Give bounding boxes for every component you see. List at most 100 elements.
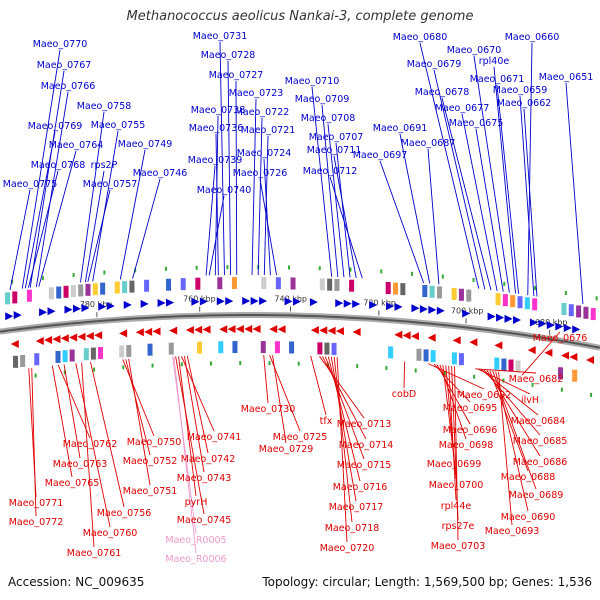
forward-gene-leader (235, 80, 238, 276)
forward-gene-leader (208, 195, 225, 276)
reverse-gene-arrow (77, 332, 86, 341)
forward-gene-arrow (512, 316, 521, 325)
reverse-gene-arrow (452, 336, 461, 345)
forward-gene-arrow (529, 318, 538, 327)
reverse-gene-leader (403, 361, 406, 389)
forward-gene-arrow (250, 297, 259, 306)
forward-gene-leader (29, 70, 65, 288)
reverse-gene-label: Maeo_0714 (339, 440, 394, 451)
reverse-gene-leader (442, 365, 455, 459)
forward-gene-arrow (436, 306, 445, 315)
forward-gene-label: Maeo_0757 (83, 179, 138, 190)
reverse-gene-label: Maeo_0684 (511, 416, 566, 427)
forward-gene-arrow (39, 308, 48, 317)
reverse-gene-label: Maeo_0690 (501, 512, 556, 523)
reverse-gene-label: rpl44e (441, 501, 472, 512)
reverse-gene-arrow (527, 346, 536, 355)
forward-gene-leader (565, 82, 584, 305)
gc-mark (210, 361, 213, 366)
cog-block (327, 278, 333, 291)
forward-gene-leader (257, 117, 263, 276)
forward-gene-leader (527, 42, 533, 296)
cog-block (331, 342, 337, 355)
reverse-gene-arrow (327, 326, 336, 335)
forward-gene-leader (132, 178, 161, 279)
forward-gene-arrow (555, 322, 564, 331)
reverse-gene-label: Maeo_0730 (241, 404, 296, 415)
reverse-gene-leader (128, 358, 151, 486)
forward-gene-leader (333, 155, 357, 279)
reverse-gene-arrow (244, 325, 253, 334)
cog-block (583, 306, 589, 319)
forward-gene-label: Maeo_0671 (470, 74, 525, 85)
forward-gene-leader (493, 66, 516, 294)
reverse-gene-label: Maeo_0699 (427, 459, 482, 470)
reverse-gene-label: Maeo_0756 (97, 508, 152, 519)
forward-gene-arrow (386, 302, 395, 311)
cog-block (85, 283, 91, 296)
forward-gene-label: Maeo_0708 (301, 113, 356, 124)
reverse-gene-label: Maeo_0750 (127, 437, 182, 448)
reverse-gene-arrow (169, 326, 178, 335)
forward-gene-label: Maeo_0766 (41, 81, 96, 92)
reverse-gene-leader (90, 361, 125, 508)
forward-gene-label: Maeo_0722 (235, 107, 290, 118)
reverse-gene-label: Maeo_0720 (320, 543, 375, 554)
forward-gene-arrow (81, 304, 90, 313)
reverse-gene-label: Maeo_0765 (45, 478, 100, 489)
forward-gene-leader (335, 142, 351, 278)
rna-gene-leader (172, 356, 197, 535)
cog-block (12, 291, 18, 304)
cog-block (55, 350, 61, 363)
genome-summary: Topology: circular; Length: 1,569,500 bp… (262, 575, 592, 589)
reverse-gene-arrow (252, 325, 261, 334)
cog-block (319, 278, 325, 291)
forward-gene-label: Maeo_0709 (295, 94, 350, 105)
cog-block (515, 360, 521, 373)
reverse-gene-arrow (410, 332, 419, 341)
features-layer (4, 265, 598, 397)
forward-gene-leader (329, 176, 363, 279)
cog-block (334, 278, 340, 291)
cog-block (218, 341, 224, 354)
reverse-gene-label: Maeo_0682 (509, 374, 564, 385)
reverse-gene-arrow (352, 327, 361, 336)
forward-gene-leader (227, 60, 232, 276)
gc-mark (93, 367, 96, 372)
forward-gene-arrow (428, 305, 437, 314)
forward-gene-leader (251, 98, 257, 276)
forward-gene-arrow (140, 299, 149, 308)
cog-block (70, 285, 76, 298)
cog-block (572, 369, 578, 382)
cog-block (78, 284, 84, 297)
cog-block (114, 281, 120, 294)
forward-gene-arrow (259, 297, 268, 306)
cog-block (217, 277, 223, 290)
forward-gene-leader (24, 131, 56, 289)
cog-block (69, 349, 75, 362)
forward-gene-label: Maeo_0710 (285, 76, 340, 87)
gc-mark (195, 265, 198, 270)
reverse-gene-label: Maeo_0685 (513, 436, 568, 447)
gc-mark (385, 366, 388, 371)
cog-block (4, 292, 10, 305)
forward-gene-arrow (47, 307, 56, 316)
forward-gene-arrow (394, 302, 403, 311)
gc-mark (72, 273, 75, 278)
forward-gene-arrow (563, 323, 572, 332)
reverse-gene-leader (51, 365, 73, 478)
forward-gene-label: Maeo_0755 (91, 120, 146, 131)
reverse-gene-arrow (469, 338, 478, 347)
forward-gene-leader (475, 128, 504, 292)
gc-mark (287, 265, 290, 270)
cog-block (195, 277, 201, 290)
reverse-gene-leader (186, 355, 209, 454)
reverse-gene-label: Maeo_0729 (259, 444, 314, 455)
reverse-gene-arrow (144, 327, 153, 336)
forward-gene-label: Maeo_0728 (201, 50, 256, 61)
cog-block (180, 278, 186, 291)
forward-gene-arrow (343, 299, 352, 308)
cog-block (97, 347, 103, 360)
cog-block (590, 308, 596, 321)
forward-gene-label: Maeo_0724 (237, 148, 292, 159)
